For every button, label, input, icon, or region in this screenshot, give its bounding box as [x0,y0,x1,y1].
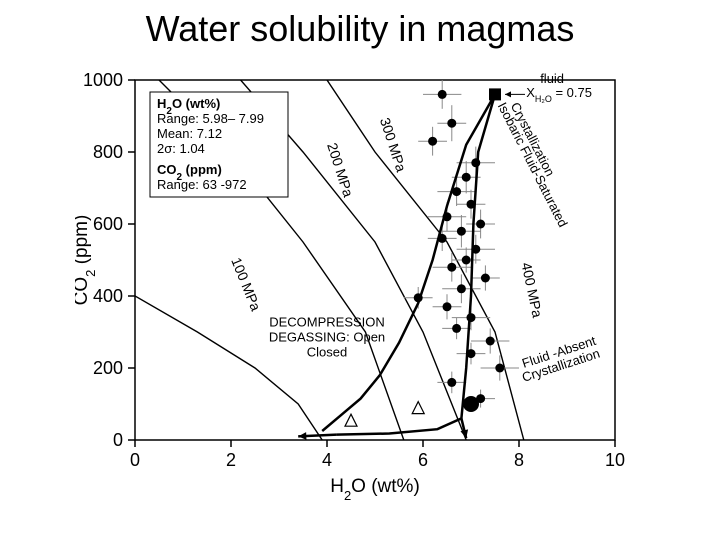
svg-text:400: 400 [93,286,123,306]
svg-text:300 MPa: 300 MPa [377,116,410,174]
svg-text:Mean: 7.12: Mean: 7.12 [157,126,222,141]
svg-text:Closed: Closed [307,345,347,360]
svg-text:0: 0 [113,430,123,450]
svg-text:400 MPa: 400 MPa [518,261,545,319]
svg-text:2: 2 [226,450,236,470]
svg-text:8: 8 [514,450,524,470]
co2-h2o-chart: 024681002004006008001000H2O (wt%)CO2 (pp… [75,70,665,510]
svg-text:600: 600 [93,214,123,234]
slide-root: Water solubility in magmas 0 2 4 6 8 10 0 200 40… [0,0,720,540]
svg-text:Range: 63 -972: Range: 63 -972 [157,177,247,192]
svg-text:Isobaric Fluid-Saturated: Isobaric Fluid-Saturated [495,100,571,230]
svg-text:fluid: fluid [540,71,564,86]
slide-title: Water solubility in magmas [0,8,720,50]
svg-text:1000: 1000 [83,70,123,90]
svg-text:800: 800 [93,142,123,162]
svg-text:DEGASSING: Open: DEGASSING: Open [269,330,385,345]
svg-text:6: 6 [418,450,428,470]
svg-text:2σ: 1.04: 2σ: 1.04 [157,141,205,156]
svg-text:200: 200 [93,358,123,378]
svg-text:200 MPa: 200 MPa [324,141,357,199]
svg-text:0: 0 [130,450,140,470]
chart-container: 024681002004006008001000H2O (wt%)CO2 (pp… [75,70,665,510]
svg-text:4: 4 [322,450,332,470]
svg-text:H2O (wt%): H2O (wt%) [330,476,420,503]
svg-text:XH₂O = 0.75: XH₂O = 0.75 [526,85,592,104]
svg-text:10: 10 [605,450,625,470]
svg-text:Range: 5.98– 7.99: Range: 5.98– 7.99 [157,111,264,126]
svg-text:100 MPa: 100 MPa [228,255,264,313]
svg-text:DECOMPRESSION: DECOMPRESSION [269,315,385,330]
